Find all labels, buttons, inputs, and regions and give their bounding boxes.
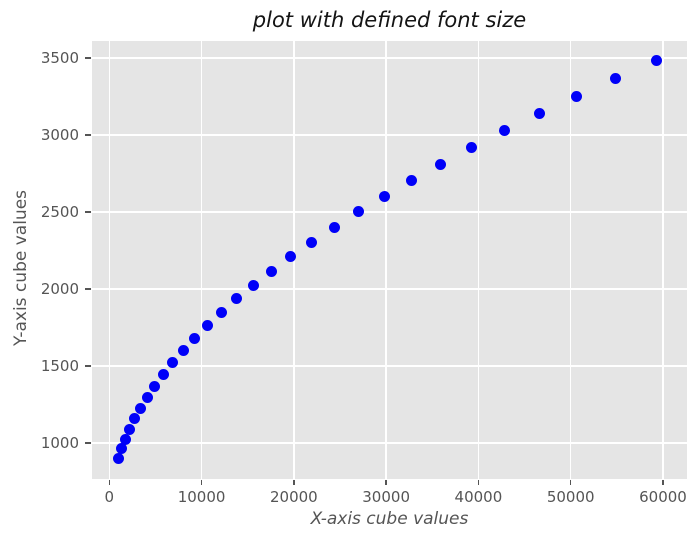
- x-tick-label: 60000: [639, 488, 687, 506]
- x-tick-label: 10000: [177, 488, 226, 506]
- y-tick-label: 1000: [40, 433, 79, 452]
- y-tick-mark: [85, 57, 91, 59]
- data-point: [141, 391, 153, 403]
- gridline-vertical: [662, 41, 664, 479]
- data-point: [306, 236, 318, 248]
- plot-area: [92, 41, 687, 479]
- gridline-horizontal: [92, 134, 687, 136]
- data-point: [499, 125, 511, 137]
- x-tick-label: 0: [104, 488, 115, 506]
- gridline-horizontal: [92, 442, 687, 444]
- gridline-horizontal: [92, 211, 687, 213]
- x-tick-mark: [477, 480, 480, 485]
- y-tick-mark: [85, 211, 91, 213]
- data-point: [202, 319, 214, 331]
- data-point: [119, 433, 131, 445]
- data-point: [406, 174, 418, 186]
- data-point: [651, 55, 663, 67]
- y-tick-label: 2000: [40, 279, 79, 298]
- data-point: [129, 413, 141, 425]
- x-tick-label: 30000: [362, 488, 410, 506]
- data-point: [189, 332, 201, 344]
- data-point: [116, 443, 128, 455]
- data-point: [571, 90, 583, 102]
- gridline-vertical: [108, 41, 111, 479]
- y-tick-mark: [85, 134, 91, 136]
- data-point: [216, 306, 228, 318]
- y-tick-mark: [85, 442, 91, 444]
- y-tick-label: 3000: [40, 125, 79, 144]
- y-tick-label: 1500: [40, 356, 79, 375]
- y-tick-mark: [85, 365, 91, 367]
- gridline-vertical: [477, 41, 480, 479]
- data-point: [466, 142, 478, 154]
- y-tick-mark: [85, 288, 91, 290]
- x-tick-mark: [569, 480, 572, 485]
- x-tick-mark: [108, 480, 111, 485]
- gridline-horizontal: [92, 56, 687, 59]
- x-tick-label: 50000: [546, 488, 595, 506]
- x-tick-mark: [200, 480, 203, 485]
- data-point: [328, 221, 340, 233]
- data-point: [149, 380, 161, 392]
- x-axis-label: X-axis cube values: [310, 509, 469, 529]
- data-point: [231, 293, 243, 305]
- data-point: [134, 402, 146, 414]
- data-point: [352, 206, 364, 218]
- x-tick-label: 20000: [269, 488, 318, 506]
- data-point: [534, 108, 546, 120]
- data-point: [124, 423, 136, 435]
- gridline-horizontal: [92, 288, 687, 290]
- data-point: [435, 158, 447, 170]
- chart-title: plot with defined font size: [252, 8, 527, 32]
- gridline-vertical: [200, 41, 203, 479]
- gridline-horizontal: [92, 365, 687, 367]
- x-tick-label: 40000: [454, 488, 503, 506]
- data-point: [177, 345, 189, 356]
- data-point: [113, 452, 125, 464]
- gridline-vertical: [569, 41, 572, 479]
- data-point: [378, 190, 390, 202]
- x-tick-mark: [662, 480, 664, 485]
- x-tick-mark: [293, 480, 295, 485]
- data-point: [285, 251, 297, 263]
- data-point: [157, 369, 169, 381]
- data-point: [610, 73, 622, 85]
- data-point: [265, 265, 277, 277]
- data-point: [247, 279, 259, 291]
- gridline-vertical: [385, 41, 387, 479]
- y-tick-label: 2500: [40, 202, 79, 221]
- data-point: [167, 357, 179, 369]
- y-tick-label: 3500: [40, 48, 79, 67]
- x-tick-mark: [385, 480, 387, 485]
